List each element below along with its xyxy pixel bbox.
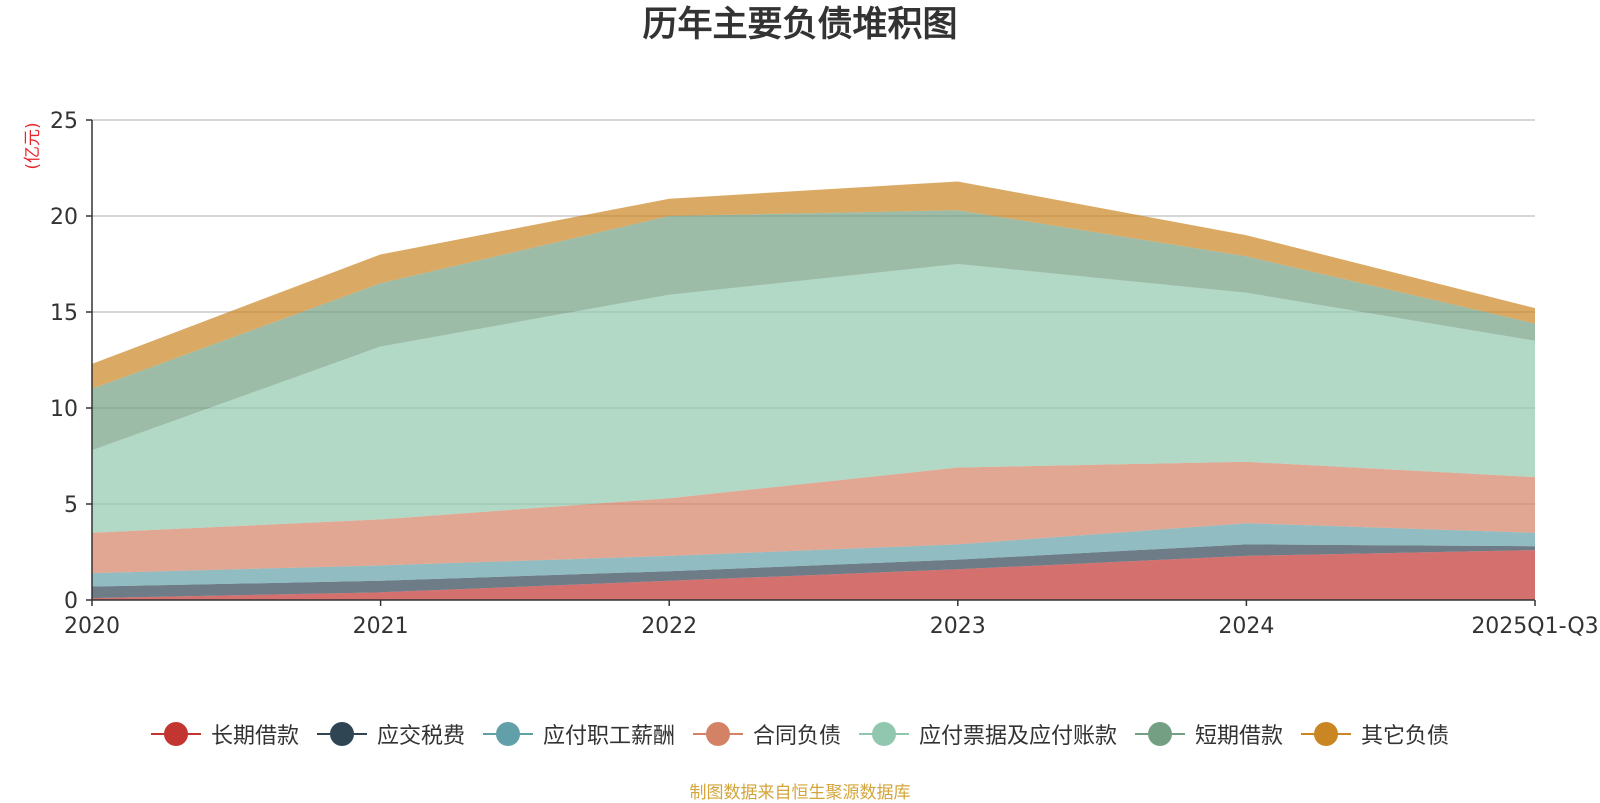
y-tick-label: 0 (64, 589, 78, 614)
legend-swatch (316, 722, 367, 746)
legend-swatch (150, 722, 201, 746)
x-tick-label: 2024 (1218, 614, 1274, 639)
legend-item[interactable]: 应交税费 (316, 718, 465, 750)
area-series-1 (92, 550, 1535, 600)
y-tick-label: 15 (50, 301, 78, 326)
legend-item[interactable]: 合同负债 (692, 718, 841, 750)
legend-dot (1314, 722, 1339, 746)
y-axis-unit-label: (亿元) (23, 122, 43, 169)
x-tick-label: 2023 (930, 614, 986, 639)
area-series-2 (92, 544, 1535, 599)
legend-label: 其它负债 (1361, 724, 1450, 749)
legend-swatch (1135, 722, 1186, 746)
area-series-5 (92, 264, 1535, 533)
legend-swatch (692, 722, 743, 746)
y-tick-label: 20 (50, 205, 78, 230)
legend-dot (705, 722, 730, 746)
legend-label: 应交税费 (376, 724, 465, 749)
x-tick-label: 2021 (353, 614, 409, 639)
x-tick-label: 2025Q1-Q3 (1471, 614, 1598, 639)
chart-title: 历年主要负债堆积图 (642, 5, 958, 45)
legend-swatch (859, 722, 909, 746)
y-tick-label: 25 (50, 109, 78, 134)
legend-dot (495, 722, 520, 746)
x-tick-label: 2022 (641, 614, 697, 639)
legend-swatch (482, 722, 533, 746)
legend-dot (329, 722, 354, 746)
legend-item[interactable]: 其它负债 (1301, 718, 1449, 750)
legend-item[interactable]: 应付票据及应付账款 (859, 718, 1117, 750)
y-tick-label: 10 (50, 397, 78, 422)
legend-label: 合同负债 (752, 724, 841, 749)
legend-item[interactable]: 短期借款 (1135, 718, 1283, 750)
area-series-7 (92, 181, 1535, 389)
legend-dot (163, 722, 188, 746)
x-tick-label: 2020 (64, 614, 120, 639)
legend-dot (1148, 722, 1173, 746)
legend-item[interactable]: 长期借款 (150, 718, 299, 750)
y-tick-label: 5 (64, 493, 78, 518)
chart-legend: 长期借款 应交税费 应付职工薪酬 合同负债 应付票据及应付账款 短期借款 其它负债 (0, 714, 1600, 754)
legend-label: 应付票据及应付账款 (919, 724, 1118, 749)
data-source-note: 制图数据来自恒生聚源数据库 (689, 783, 911, 803)
legend-label: 短期借款 (1195, 724, 1284, 749)
legend-label: 应付职工薪酬 (542, 724, 675, 749)
legend-dot (872, 722, 896, 746)
area-series-3 (92, 523, 1535, 587)
legend-label: 长期借款 (210, 724, 299, 749)
area-series-6 (92, 210, 1535, 451)
area-series-4 (92, 461, 1535, 574)
legend-swatch (1301, 722, 1352, 746)
legend-item[interactable]: 应付职工薪酬 (482, 718, 675, 750)
